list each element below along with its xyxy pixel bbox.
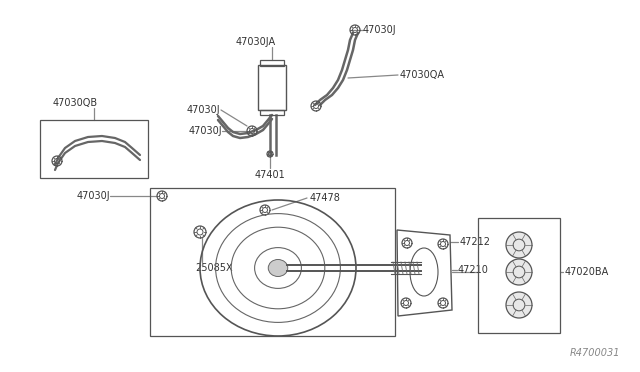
- Text: 47020BA: 47020BA: [565, 267, 609, 277]
- Text: 47401: 47401: [255, 170, 285, 180]
- Circle shape: [506, 292, 532, 318]
- Bar: [40, 120, 148, 178]
- Text: 47478: 47478: [310, 193, 341, 203]
- Bar: [258, 65, 286, 110]
- Text: 47030J: 47030J: [188, 126, 222, 136]
- Text: 47210: 47210: [458, 265, 489, 275]
- Text: 47030QB: 47030QB: [52, 98, 97, 108]
- Circle shape: [506, 232, 532, 258]
- Bar: [260, 60, 284, 66]
- Text: 25085X: 25085X: [195, 263, 232, 273]
- Text: 47030QA: 47030QA: [400, 70, 445, 80]
- Bar: [260, 110, 284, 115]
- Text: 47030J: 47030J: [363, 25, 397, 35]
- Bar: [478, 218, 560, 333]
- Circle shape: [506, 259, 532, 285]
- Text: R4700031: R4700031: [570, 348, 620, 358]
- Ellipse shape: [268, 260, 288, 276]
- Bar: [150, 188, 395, 336]
- Text: 47030JA: 47030JA: [236, 37, 276, 47]
- Text: 47212: 47212: [460, 237, 491, 247]
- Text: 47030J: 47030J: [76, 191, 110, 201]
- Text: 47030J: 47030J: [186, 105, 220, 115]
